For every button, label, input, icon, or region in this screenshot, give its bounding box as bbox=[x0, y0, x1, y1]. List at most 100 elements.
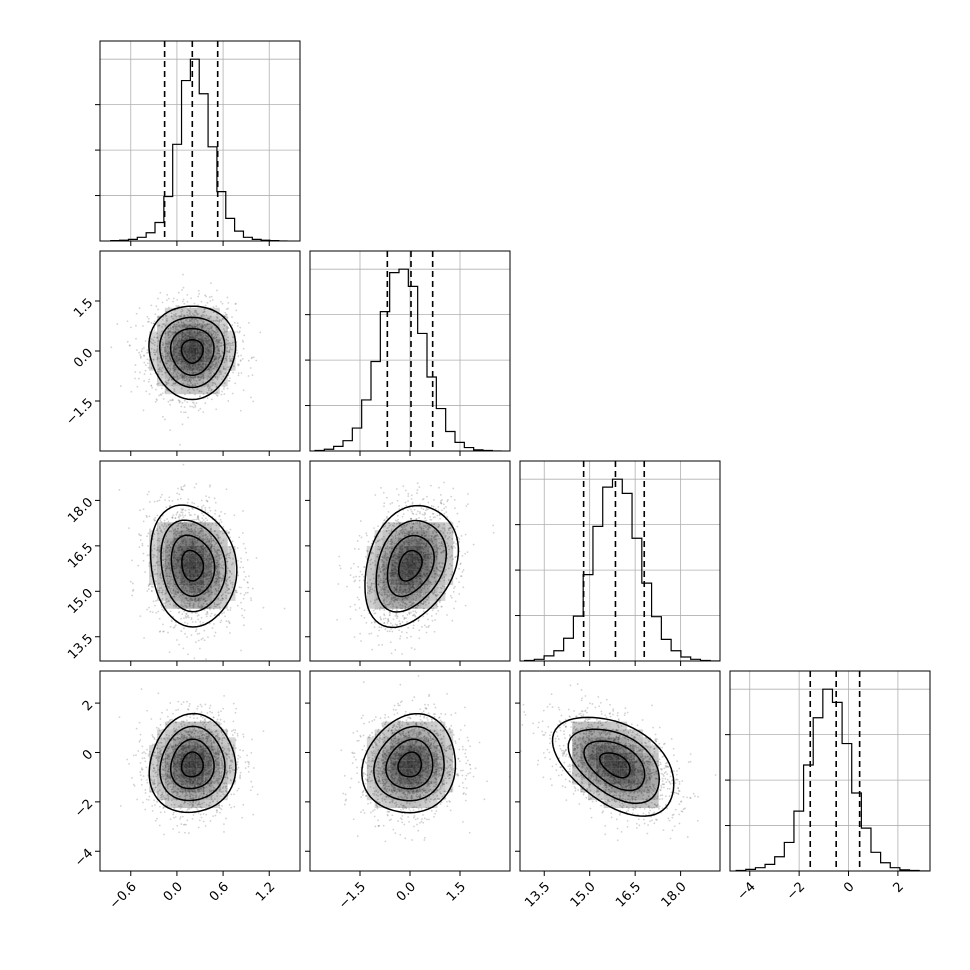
scatter-point bbox=[200, 529, 203, 532]
scatter-point bbox=[168, 564, 171, 566]
scatter-point bbox=[225, 560, 228, 563]
density-cell bbox=[180, 593, 189, 601]
scatter-point bbox=[220, 342, 223, 345]
scatter-point bbox=[154, 519, 157, 522]
scatter-point bbox=[204, 334, 207, 337]
scatter-point bbox=[214, 383, 217, 386]
scatter-point bbox=[215, 533, 218, 536]
scatter-point bbox=[219, 342, 222, 344]
scatter-point bbox=[206, 391, 208, 394]
scatter-point bbox=[221, 317, 224, 320]
scatter-point bbox=[207, 636, 209, 639]
density-cell bbox=[180, 553, 189, 562]
scatter-point bbox=[229, 528, 232, 531]
scatter-point bbox=[210, 540, 213, 543]
scatter-point bbox=[150, 347, 153, 350]
scatter-point bbox=[178, 518, 181, 521]
scatter-point bbox=[225, 554, 228, 557]
scatter-point bbox=[169, 367, 172, 370]
scatter-point bbox=[153, 351, 155, 354]
scatter-point bbox=[164, 551, 167, 554]
scatter-point bbox=[177, 329, 180, 331]
scatter-point bbox=[214, 588, 217, 590]
scatter-point bbox=[214, 337, 217, 340]
density-cell bbox=[172, 339, 181, 348]
scatter-point bbox=[207, 523, 210, 526]
scatter-point bbox=[436, 553, 439, 555]
scatter-point bbox=[169, 542, 172, 545]
scatter-point bbox=[442, 551, 445, 554]
scatter-point bbox=[198, 532, 201, 534]
scatter-point bbox=[212, 566, 214, 569]
scatter-point bbox=[384, 578, 387, 581]
scatter-point bbox=[378, 581, 381, 584]
scatter-point bbox=[172, 626, 175, 629]
density-cell bbox=[211, 339, 220, 348]
scatter-point bbox=[192, 371, 195, 374]
scatter-point bbox=[183, 526, 185, 529]
scatter-point bbox=[174, 314, 177, 317]
scatter-point bbox=[221, 566, 224, 569]
scatter-point bbox=[208, 370, 211, 372]
scatter-point bbox=[216, 340, 219, 343]
scatter-point bbox=[174, 624, 177, 627]
scatter-point bbox=[234, 302, 237, 305]
scatter-point bbox=[160, 606, 163, 608]
scatter-point bbox=[190, 524, 192, 526]
scatter-point bbox=[211, 593, 214, 595]
density-cell bbox=[204, 370, 212, 379]
scatter-point bbox=[458, 581, 461, 584]
density-cell bbox=[188, 386, 197, 395]
scatter-point bbox=[202, 311, 205, 314]
scatter-point bbox=[219, 572, 222, 575]
scatter-point bbox=[193, 657, 196, 660]
scatter-point bbox=[222, 525, 225, 528]
scatter-point bbox=[161, 524, 163, 526]
scatter-point bbox=[209, 547, 212, 550]
scatter-point bbox=[227, 342, 230, 345]
scatter-point bbox=[205, 549, 207, 552]
scatter-point bbox=[170, 620, 173, 623]
scatter-point bbox=[148, 320, 150, 323]
scatter-point bbox=[173, 626, 176, 628]
density-cell bbox=[172, 522, 181, 531]
scatter-point bbox=[170, 541, 173, 544]
scatter-point bbox=[174, 325, 177, 328]
scatter-point bbox=[172, 589, 175, 591]
scatter-point bbox=[402, 530, 405, 533]
scatter-point bbox=[166, 389, 168, 392]
scatter-point bbox=[166, 546, 168, 548]
scatter-point bbox=[156, 356, 159, 359]
scatter-point bbox=[378, 591, 381, 594]
scatter-point bbox=[176, 376, 179, 378]
scatter-point bbox=[220, 319, 222, 322]
density-cell bbox=[227, 561, 236, 570]
scatter-point bbox=[159, 496, 162, 499]
scatter-point bbox=[167, 524, 170, 526]
scatter-point bbox=[405, 617, 408, 619]
scatter-point bbox=[232, 355, 234, 358]
scatter-point bbox=[234, 303, 237, 305]
scatter-point bbox=[394, 534, 397, 537]
scatter-point bbox=[211, 327, 213, 329]
scatter-point bbox=[370, 567, 373, 570]
scatter-point bbox=[172, 326, 175, 328]
scatter-point bbox=[167, 382, 170, 385]
scatter-point bbox=[205, 499, 208, 502]
scatter-point bbox=[174, 590, 177, 593]
scatter-point bbox=[211, 564, 214, 567]
scatter-point bbox=[199, 378, 201, 381]
scatter-point bbox=[228, 621, 231, 624]
scatter-point bbox=[201, 606, 203, 609]
scatter-point bbox=[147, 317, 150, 320]
scatter-point bbox=[215, 358, 217, 361]
scatter-point bbox=[215, 336, 218, 339]
scatter-point bbox=[242, 347, 245, 350]
scatter-point bbox=[216, 565, 219, 568]
scatter-point bbox=[180, 313, 183, 316]
scatter-point bbox=[372, 577, 375, 580]
scatter-point bbox=[197, 534, 199, 537]
scatter-point bbox=[243, 609, 246, 612]
scatter-point bbox=[448, 527, 451, 529]
scatter-point bbox=[227, 302, 230, 304]
